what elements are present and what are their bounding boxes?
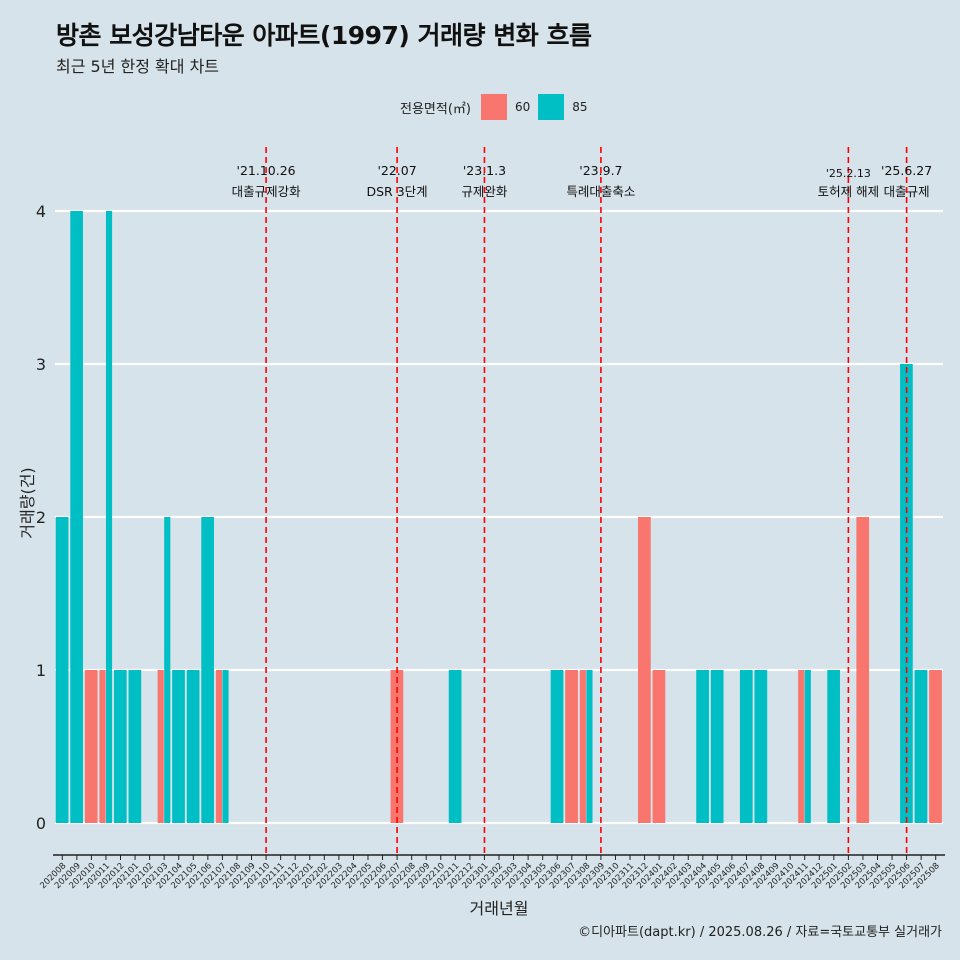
event-label-3: 특례대출축소	[566, 184, 635, 199]
event-label-5: 대출규제	[884, 184, 930, 199]
bar-202501-85	[827, 670, 840, 823]
bar-202308-60	[579, 670, 586, 823]
bar-202207-60	[390, 670, 404, 823]
legend-label-60: 60	[514, 100, 531, 114]
y-tick-1: 1	[36, 661, 46, 680]
chart-subtitle: 최근 5년 한정 확대 차트	[56, 57, 220, 76]
y-tick-0: 0	[36, 814, 46, 833]
legend-item-60: 60	[480, 94, 531, 120]
bar-202503-60	[856, 517, 870, 823]
bar-202009-85	[70, 211, 83, 823]
legend-swatch-60	[480, 94, 507, 120]
bar-202107-85	[222, 670, 229, 823]
bar-202411-60	[798, 670, 805, 823]
bar-202011-60	[99, 670, 106, 823]
legend: 전용면적(㎡) 60 85	[400, 93, 596, 121]
legend-title: 전용면적(㎡)	[400, 101, 471, 117]
y-axis-label: 거래량(건)	[18, 467, 37, 538]
bar-202408-85	[754, 670, 768, 823]
legend-swatch-85	[538, 94, 565, 120]
event-label-2: 규제완화	[461, 184, 508, 199]
event-date-4: '25.2.13	[826, 167, 871, 180]
event-label-4: 토허제 해제	[818, 184, 879, 199]
bar-202405-85	[710, 670, 724, 823]
chart-title: 방촌 보성강남타운 아파트(1997) 거래량 변화 흐름	[56, 21, 592, 50]
bar-202401-60	[652, 670, 666, 823]
bar-202008-85	[55, 517, 69, 823]
bar-202411-85	[804, 670, 811, 823]
bar-202103-60	[157, 670, 164, 823]
event-date-1: '22.07	[377, 163, 416, 178]
event-date-2: '23.1.3	[463, 163, 506, 178]
event-date-3: '23.9.7	[579, 163, 622, 178]
bar-202306-85	[550, 670, 564, 823]
x-axis-label: 거래년월	[470, 899, 529, 918]
bar-202507-85	[914, 670, 928, 823]
bar-202506-85	[900, 364, 913, 823]
bar-202101-85	[128, 670, 142, 823]
event-label-0: 대출규제강화	[232, 184, 302, 199]
legend-item-85: 85	[538, 94, 588, 120]
bar-202103-85	[164, 517, 171, 823]
y-tick-2: 2	[36, 508, 46, 527]
y-tick-3: 3	[36, 355, 46, 374]
event-label-1: DSR 3단계	[367, 184, 428, 199]
legend-label-85: 85	[572, 100, 588, 114]
bar-202312-60	[638, 517, 651, 823]
bar-202211-85	[448, 670, 462, 823]
bar-202010-60	[84, 670, 98, 823]
event-date-5: '25.6.27	[881, 163, 932, 178]
bar-202508-60	[929, 670, 942, 823]
bar-202011-85	[105, 211, 113, 823]
y-tick-4: 4	[36, 202, 46, 221]
bar-202404-85	[696, 670, 709, 823]
bar-202308-85	[586, 670, 593, 823]
bar-202104-85	[172, 670, 185, 823]
bar-202307-60	[565, 670, 578, 823]
chart-caption: ©디아파트(dapt.kr) / 2025.08.26 / 자료=국토교통부 실…	[578, 925, 942, 940]
bar-202106-85	[201, 517, 215, 823]
event-date-0: '21.10.26	[237, 163, 296, 178]
bar-202105-85	[186, 670, 200, 823]
bar-202107-60	[215, 670, 223, 823]
bar-202407-85	[739, 670, 753, 823]
bar-202012-85	[113, 670, 127, 823]
